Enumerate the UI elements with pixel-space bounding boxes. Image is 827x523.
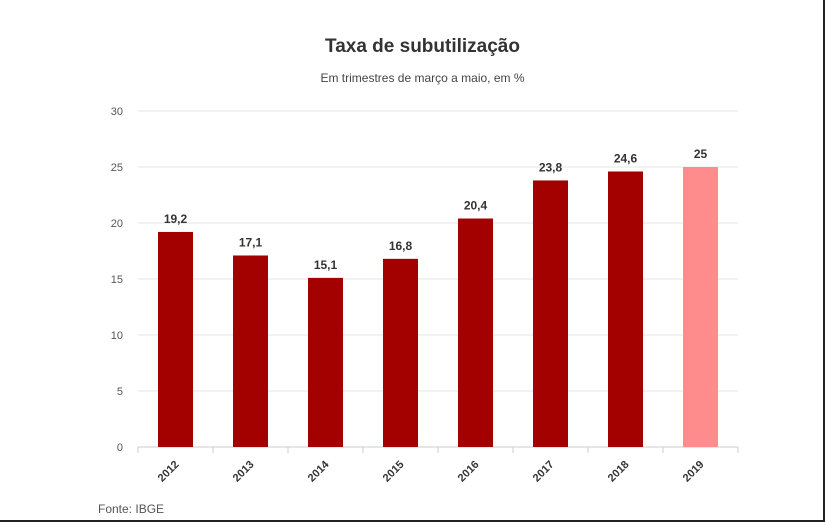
chart-title: Taxa de subutilização (325, 36, 520, 57)
y-tick-label: 0 (117, 442, 123, 454)
data-label-2018: 24,6 (614, 151, 638, 165)
y-tick-label: 20 (111, 218, 123, 230)
data-label-2012: 19,2 (164, 212, 188, 226)
data-label-2013: 17,1 (239, 235, 263, 249)
x-axis: 2012 2013 2014 2015 2016 2017 2018 2019 (137, 447, 739, 485)
bar-2013 (233, 255, 268, 447)
bar-2019 (683, 167, 718, 447)
x-tick-label-2014: 2014 (306, 458, 332, 484)
y-tick-label: 15 (111, 274, 123, 286)
source-note: Fonte: IBGE (98, 502, 165, 516)
data-label-2014: 15,1 (314, 258, 338, 272)
chart-subtitle: Em trimestres de março a maio, em % (320, 71, 525, 85)
y-axis-ticks: 0 5 10 15 20 25 30 (111, 106, 123, 454)
y-tick-label: 10 (111, 330, 123, 342)
bar-2014 (308, 277, 343, 447)
data-label-2017: 23,8 (539, 160, 563, 174)
bar-2018 (608, 171, 643, 448)
y-tick-label: 5 (117, 386, 123, 398)
x-tick-label-2012: 2012 (156, 459, 182, 485)
x-tick-label-2015: 2015 (381, 459, 407, 485)
data-label-2015: 16,8 (389, 239, 413, 253)
bar-2016 (458, 218, 493, 447)
data-labels: 19,2 17,1 15,1 16,8 20,4 23,8 24,6 25 (164, 147, 708, 272)
bar-2012 (158, 231, 193, 447)
y-tick-label: 30 (111, 106, 123, 118)
x-tick-label-2013: 2013 (231, 459, 257, 485)
data-label-2019: 25 (694, 147, 708, 161)
y-tick-label: 25 (111, 162, 123, 174)
x-tick-label-2018: 2018 (606, 459, 632, 485)
grid-lines (138, 110, 738, 448)
bar-2015 (383, 258, 418, 447)
data-label-2016: 20,4 (464, 199, 488, 213)
bar-2017 (533, 180, 568, 447)
x-tick-label-2019: 2019 (681, 459, 707, 485)
x-tick-label-2017: 2017 (531, 459, 557, 485)
x-tick-label-2016: 2016 (456, 459, 482, 485)
bars (158, 167, 718, 448)
